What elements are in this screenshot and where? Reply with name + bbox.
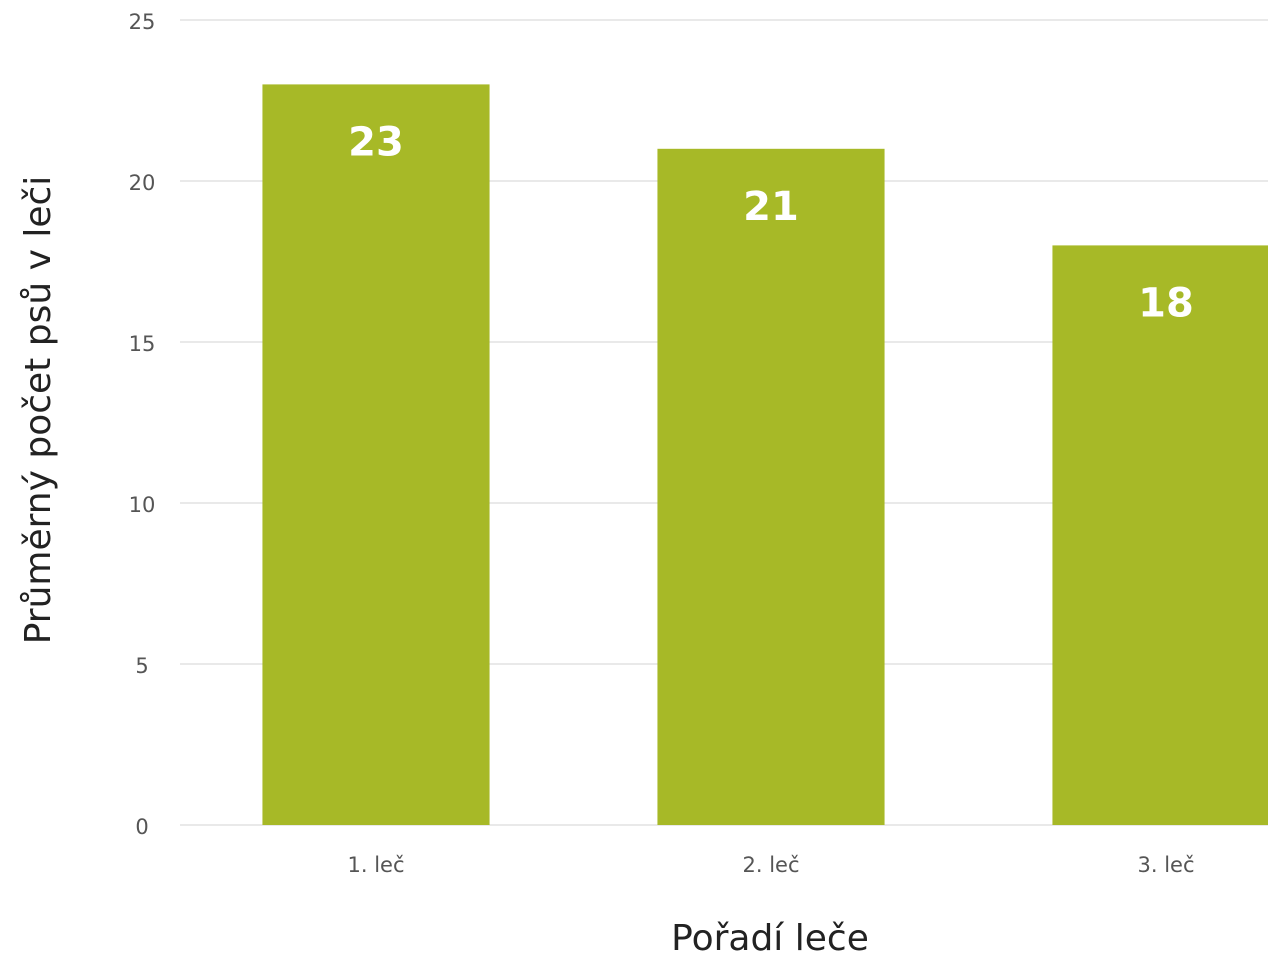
y-axis-title: Průměrný počet psů v leči xyxy=(18,176,59,645)
y-tick-label: 10 xyxy=(129,493,156,517)
y-tick-label: 0 xyxy=(135,815,148,839)
x-tick-label: 1. leč xyxy=(347,853,404,877)
bar xyxy=(1052,245,1268,825)
bar xyxy=(262,84,490,825)
x-axis-title: Pořadí leče xyxy=(671,918,869,959)
y-tick-label: 5 xyxy=(135,654,148,678)
value-label: 18 xyxy=(1138,280,1194,326)
x-tick-label: 2. leč xyxy=(742,853,799,877)
x-tick-label: 3. leč xyxy=(1137,853,1194,877)
value-label: 23 xyxy=(348,119,404,165)
value-label: 21 xyxy=(743,184,799,230)
y-tick-label: 20 xyxy=(129,171,156,195)
y-tick-label: 15 xyxy=(129,332,156,356)
bar xyxy=(657,148,885,826)
y-tick-label: 25 xyxy=(129,10,156,34)
